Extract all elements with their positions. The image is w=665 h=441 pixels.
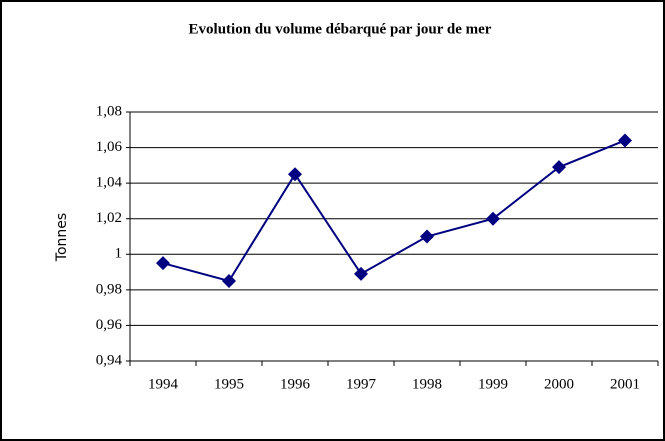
- data-point: [618, 133, 632, 148]
- chart-title: Evolution du volume débarqué par jour de…: [189, 21, 492, 37]
- y-tick-label: 1,02: [96, 210, 122, 226]
- data-point: [420, 229, 434, 244]
- x-tick-label: 2001: [610, 376, 640, 392]
- y-tick-label: 0,98: [96, 281, 122, 297]
- x-tick-label: 1999: [478, 376, 508, 392]
- x-tick-label: 2000: [544, 376, 574, 392]
- y-axis-label: Tonnes: [54, 213, 70, 262]
- x-tick-label: 1997: [346, 376, 377, 392]
- data-point: [552, 160, 566, 175]
- x-tick-label: 1994: [148, 376, 179, 392]
- data-point: [354, 266, 368, 281]
- data-point: [486, 211, 500, 226]
- y-tick-label: 0,96: [96, 317, 123, 333]
- x-tick-label: 1998: [412, 376, 442, 392]
- y-tick-label: 1,04: [96, 175, 123, 191]
- data-point: [288, 167, 302, 182]
- x-tick-label: 1996: [280, 376, 311, 392]
- data-point: [222, 273, 236, 288]
- y-tick-label: 0,94: [96, 352, 123, 368]
- x-tick-label: 1995: [214, 376, 244, 392]
- series-line: [162, 139, 626, 283]
- y-tick-label: 1,06: [96, 139, 123, 155]
- y-tick-label: 1: [115, 246, 123, 262]
- data-point: [156, 256, 170, 271]
- y-tick-label: 1,08: [96, 103, 122, 119]
